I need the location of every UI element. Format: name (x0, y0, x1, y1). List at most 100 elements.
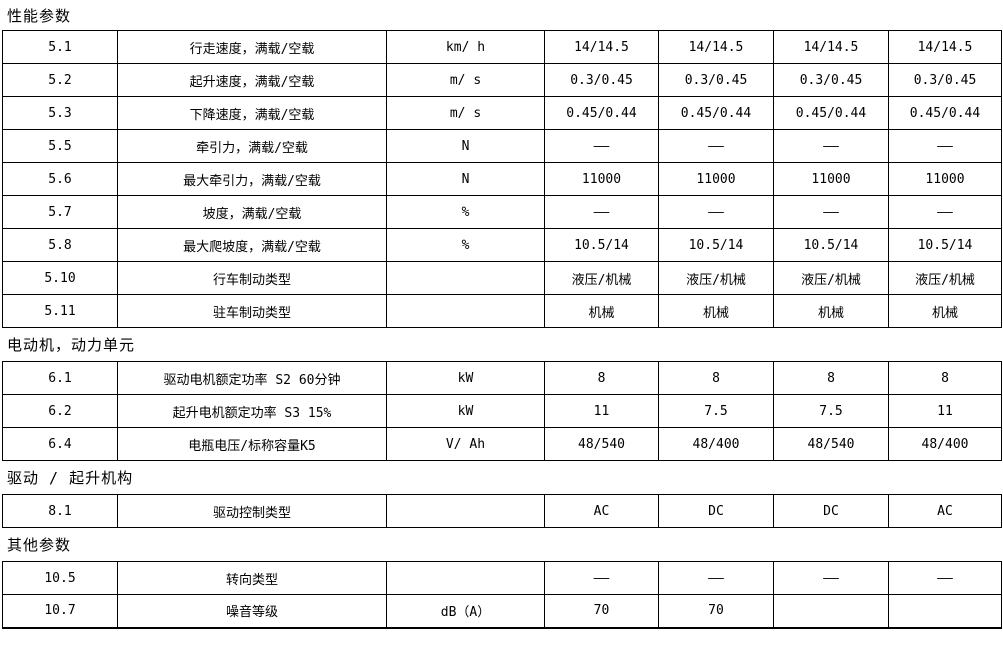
value-cell: —— (888, 561, 1002, 595)
unit-cell: km/ h (386, 30, 545, 64)
value-cell: 0.45/0.44 (773, 96, 889, 130)
row-index-cell: 10.7 (2, 594, 118, 628)
value-cell: DC (658, 494, 774, 528)
unit-cell: % (386, 228, 545, 262)
table-row: 5.2 起升速度，满载/空载 m/ s 0.3/0.45 0.3/0.45 0.3/0.4… (2, 63, 1002, 97)
value-cell: 0.3/0.45 (888, 63, 1002, 97)
value-cell: —— (773, 195, 889, 229)
table-row: 5.11 驻车制动类型 机械 机械 机械 机械 (2, 294, 1002, 328)
parameter-label-cell: 牵引力，满载/空载 (117, 129, 387, 163)
value-cell: 8 (773, 361, 889, 395)
value-cell: 10.5/14 (544, 228, 659, 262)
value-cell: 48/400 (888, 427, 1002, 461)
value-cell: 11000 (658, 162, 774, 196)
value-cell: —— (544, 561, 659, 595)
value-cell: 机械 (888, 294, 1002, 328)
value-cell: 14/14.5 (888, 30, 1002, 64)
section-title: 性能参数 (7, 6, 72, 25)
section: 电动机，动力单元 6.1 驱动电机额定功率 S2 60分钟 kW 8 8 8 8 6.2 起升电机… (0, 328, 1003, 461)
unit-cell: % (386, 195, 545, 229)
unit-cell (386, 261, 545, 295)
spec-table: 6.1 驱动电机额定功率 S2 60分钟 kW 8 8 8 8 6.2 起升电机额定功率 S3 … (2, 361, 1002, 461)
table-row: 5.1 行走速度，满载/空载 km/ h 14/14.5 14/14.5 14/14.5 1… (2, 30, 1002, 64)
value-cell: 7.5 (658, 394, 774, 428)
unit-cell: kW (386, 394, 545, 428)
value-cell (888, 594, 1002, 628)
parameter-label-cell: 下降速度，满载/空载 (117, 96, 387, 130)
value-cell: 11000 (773, 162, 889, 196)
parameter-label-cell: 起升速度，满载/空载 (117, 63, 387, 97)
table-row: 10.5 转向类型 —— —— —— —— (2, 561, 1002, 595)
section-title: 电动机，动力单元 (7, 336, 136, 354)
section-title: 驱动 / 起升机构 (7, 469, 134, 487)
value-cell: 0.3/0.45 (773, 63, 889, 97)
value-cell: 10.5/14 (773, 228, 889, 262)
table-row: 6.4 电瓶电压/标称容量K5 V/ Ah 48/540 48/400 48/540 48/… (2, 427, 1002, 461)
value-cell: AC (888, 494, 1002, 528)
value-cell: 14/14.5 (658, 30, 774, 64)
spec-table: 5.1 行走速度，满载/空载 km/ h 14/14.5 14/14.5 14/14.5 1… (2, 30, 1002, 328)
value-cell: 70 (544, 594, 659, 628)
value-cell: 液压/机械 (773, 261, 889, 295)
row-index-cell: 6.4 (2, 427, 118, 461)
value-cell: 14/14.5 (544, 30, 659, 64)
value-cell: 8 (658, 361, 774, 395)
value-cell: —— (888, 195, 1002, 229)
value-cell: 10.5/14 (658, 228, 774, 262)
parameter-label-cell: 电瓶电压/标称容量K5 (117, 427, 387, 461)
unit-cell: m/ s (386, 96, 545, 130)
value-cell: 液压/机械 (888, 261, 1002, 295)
value-cell: 0.45/0.44 (888, 96, 1002, 130)
row-index-cell: 6.2 (2, 394, 118, 428)
row-index-cell: 8.1 (2, 494, 118, 528)
row-index-cell: 5.2 (2, 63, 118, 97)
value-cell: —— (888, 129, 1002, 163)
value-cell: 11 (888, 394, 1002, 428)
value-cell (773, 594, 889, 628)
parameter-label-cell: 转向类型 (117, 561, 387, 595)
value-cell: 0.3/0.45 (658, 63, 774, 97)
row-index-cell: 6.1 (2, 361, 118, 395)
value-cell: 机械 (773, 294, 889, 328)
unit-cell: N (386, 162, 545, 196)
value-cell: —— (773, 129, 889, 163)
unit-cell: dB（A） (386, 594, 545, 628)
value-cell: 7.5 (773, 394, 889, 428)
table-row: 5.6 最大牵引力，满载/空载 N 11000 11000 11000 11000 (2, 162, 1002, 196)
value-cell: 48/540 (773, 427, 889, 461)
unit-cell (386, 294, 545, 328)
spec-table: 10.5 转向类型 —— —— —— —— 10.7 噪音等级 dB（A） 70 70 (2, 561, 1002, 629)
parameter-label-cell: 坡度，满载/空载 (117, 195, 387, 229)
value-cell: 48/540 (544, 427, 659, 461)
table-row: 5.10 行车制动类型 液压/机械 液压/机械 液压/机械 液压/机械 (2, 261, 1002, 295)
unit-cell: m/ s (386, 63, 545, 97)
value-cell: —— (658, 195, 774, 229)
table-row: 5.7 坡度，满载/空载% —— —— —— —— (2, 195, 1002, 229)
value-cell: 液压/机械 (544, 261, 659, 295)
row-index-cell: 5.3 (2, 96, 118, 130)
value-cell: —— (544, 195, 659, 229)
parameter-label-cell: 驱动电机额定功率 S2 60分钟 (117, 361, 387, 395)
section: 性能参数 5.1 行走速度，满载/空载 km/ h 14/14.5 14/14.5 14/1… (2, 6, 1002, 328)
section: 驱动 / 起升机构 8.1 驱动控制类型 AC DC DC AC (0, 461, 1003, 528)
row-index-cell: 5.8 (2, 228, 118, 262)
value-cell: —— (544, 129, 659, 163)
table-row: 5.5 牵引力，满载/空载 N —— —— —— —— (2, 129, 1002, 163)
parameter-label-cell: 行车制动类型 (117, 261, 387, 295)
value-cell: 70 (658, 594, 774, 628)
value-cell: 机械 (544, 294, 659, 328)
value-cell: 48/400 (658, 427, 774, 461)
value-cell: 11000 (544, 162, 659, 196)
value-cell: 11000 (888, 162, 1002, 196)
parameter-label-cell: 驻车制动类型 (117, 294, 387, 328)
value-cell: AC (544, 494, 659, 528)
table-row: 5.3 下降速度，满载/空载 m/ s 0.45/0.44 0.45/0.44 0.45/… (2, 96, 1002, 130)
table-row: 5.8 最大爬坡度，满载/空载% 10.5/14 10.5/14 10.5/14 10.5… (2, 228, 1002, 262)
spec-sheet: 性能参数 5.1 行走速度，满载/空载 km/ h 14/14.5 14/14.5 14/1… (0, 6, 1003, 629)
value-cell: DC (773, 494, 889, 528)
row-index-cell: 5.6 (2, 162, 118, 196)
value-cell: 8 (544, 361, 659, 395)
spec-table: 8.1 驱动控制类型 AC DC DC AC (2, 494, 1002, 528)
row-index-cell: 5.5 (2, 129, 118, 163)
unit-cell: N (386, 129, 545, 163)
